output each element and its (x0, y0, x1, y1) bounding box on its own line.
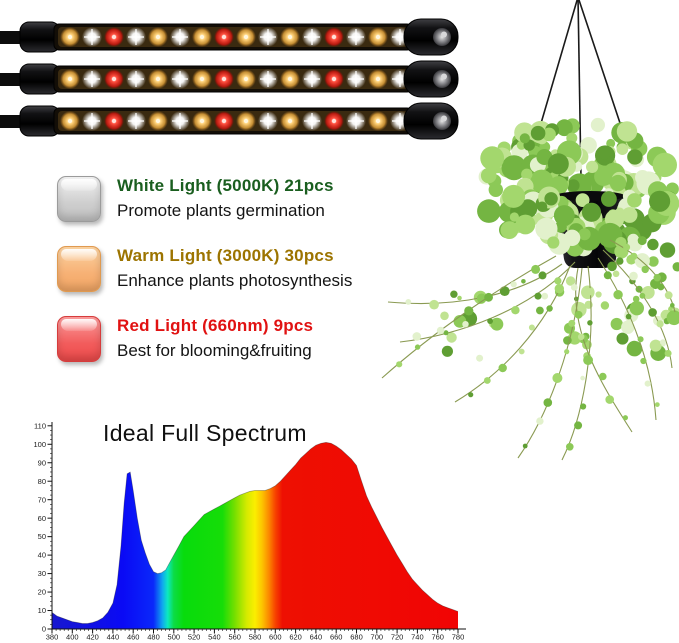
feature-white-light: White Light (5000K) 21pcs Promote plants… (57, 176, 334, 222)
svg-text:660: 660 (330, 633, 343, 642)
svg-text:580: 580 (249, 633, 262, 642)
feature-red-heading: Red Light (660nm) 9pcs (117, 316, 314, 335)
svg-text:540: 540 (208, 633, 221, 642)
grow-light-bar-3 (0, 102, 459, 140)
svg-text:560: 560 (228, 633, 241, 642)
svg-text:50: 50 (38, 532, 46, 541)
svg-text:0: 0 (42, 625, 46, 634)
svg-text:110: 110 (34, 421, 46, 430)
svg-text:20: 20 (38, 588, 46, 597)
feature-warm-description: Enhance plants photosynthesis (117, 271, 353, 290)
feature-warm-light: Warm Light (3000K) 30pcs Enhance plants … (57, 246, 352, 292)
svg-text:380: 380 (46, 633, 59, 642)
svg-text:10: 10 (38, 606, 46, 615)
svg-text:60: 60 (38, 514, 46, 523)
svg-text:440: 440 (107, 633, 120, 642)
feature-warm-text: Warm Light (3000K) 30pcs Enhance plants … (117, 246, 352, 291)
svg-text:400: 400 (66, 633, 79, 642)
svg-text:480: 480 (147, 633, 160, 642)
feature-red-description: Best for blooming&fruiting (117, 341, 312, 360)
warm-led-swatch-icon (57, 246, 101, 292)
feature-warm-heading: Warm Light (3000K) 30pcs (117, 246, 334, 265)
grow-light-bar-1 (0, 18, 459, 56)
feature-red-text: Red Light (660nm) 9pcs Best for blooming… (117, 316, 313, 361)
white-led-swatch-icon (57, 176, 101, 222)
svg-text:780: 780 (452, 633, 465, 642)
svg-text:460: 460 (127, 633, 140, 642)
svg-text:70: 70 (38, 495, 46, 504)
feature-white-description: Promote plants germination (117, 201, 325, 220)
svg-text:80: 80 (38, 477, 46, 486)
hanging-plant-photo (381, 0, 679, 461)
feature-white-heading: White Light (5000K) 21pcs (117, 176, 334, 195)
svg-text:720: 720 (391, 633, 404, 642)
svg-text:500: 500 (168, 633, 181, 642)
chart-title: Ideal Full Spectrum (103, 420, 307, 446)
svg-text:680: 680 (350, 633, 363, 642)
svg-text:40: 40 (38, 551, 46, 560)
spectrum-chart: 380 400 420 440 460 480 500 520 540 560 580 600 620 6… (33, 421, 466, 642)
svg-text:100: 100 (33, 440, 46, 449)
svg-text:760: 760 (431, 633, 444, 642)
grow-light-bar-2 (0, 60, 459, 98)
svg-text:520: 520 (188, 633, 201, 642)
feature-white-text: White Light (5000K) 21pcs Promote plants… (117, 176, 334, 221)
svg-text:620: 620 (289, 633, 302, 642)
svg-text:640: 640 (310, 633, 323, 642)
svg-text:740: 740 (411, 633, 424, 642)
svg-text:600: 600 (269, 633, 282, 642)
svg-text:90: 90 (38, 458, 46, 467)
svg-text:700: 700 (371, 633, 384, 642)
svg-text:30: 30 (38, 569, 46, 578)
red-led-swatch-icon (57, 316, 101, 362)
svg-text:420: 420 (86, 633, 99, 642)
feature-red-light: Red Light (660nm) 9pcs Best for blooming… (57, 316, 313, 362)
